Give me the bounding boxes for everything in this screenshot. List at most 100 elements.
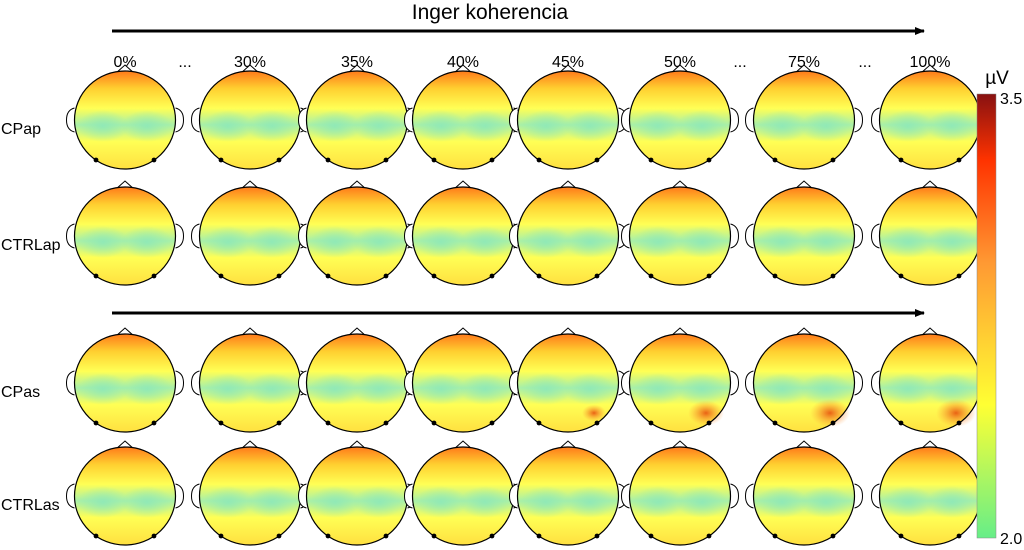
left-cool-region [632,226,684,258]
right-cool-region [246,226,298,258]
colorbar-unit: µV [985,68,1009,89]
right-cool-region [121,373,173,405]
scalp-map [744,64,864,170]
left-cool-region [309,373,361,405]
right-ear [730,223,740,249]
left-ear [620,370,630,396]
scalp-map [508,440,628,546]
electrode-right [276,533,282,539]
right-ear [854,223,864,249]
left-cool-region [309,486,361,518]
electrode-left [772,273,778,279]
left-ear [297,107,307,133]
figure-title: Inger koherencia [412,1,569,24]
left-cool-region [520,226,572,258]
left-cool-region [202,486,254,518]
left-ear [744,483,754,509]
electrode-right [594,533,600,539]
scalp-map [297,327,417,433]
head-outline [516,446,620,546]
left-cool-region [77,373,129,405]
right-cool-region [926,110,978,142]
right-cool-region [459,486,511,518]
electrode-right [830,157,836,163]
electrode-right [956,533,962,539]
left-cool-region [415,486,467,518]
right-cool-region [121,486,173,518]
scalp-map [744,327,864,433]
right-ear [730,107,740,133]
electrode-right [489,157,495,163]
left-ear [403,483,413,509]
column-label: 30% [234,54,266,71]
right-cool-region [926,486,978,518]
electrode-right [383,420,389,426]
electrode-left [898,273,904,279]
electrode-right [830,533,836,539]
left-ear [297,483,307,509]
electrode-right [151,273,157,279]
electrode-right [276,420,282,426]
scalp-map [620,440,740,546]
right-ear [854,107,864,133]
left-ear [508,483,518,509]
right-ear [175,370,185,396]
left-ear [190,370,200,396]
scalp-map [403,180,523,286]
scalp-map [65,180,185,286]
electrode-left [536,273,542,279]
colorbar [976,93,997,539]
left-ear [65,483,75,509]
scalp-map [744,180,864,286]
left-ear [190,223,200,249]
electrode-right [594,420,600,426]
right-cool-region [800,226,852,258]
electrode-left [431,533,437,539]
right-ear [730,483,740,509]
left-cool-region [415,373,467,405]
scalp-map [508,180,628,286]
electrode-left [325,273,331,279]
left-ear [65,370,75,396]
electrode-right [594,157,600,163]
left-cool-region [520,373,572,405]
scalp-map [870,440,990,546]
left-cool-region [309,226,361,258]
scalp-map [508,64,628,170]
head-outline [73,70,177,170]
right-cool-region [353,226,405,258]
electrode-right [151,157,157,163]
head-outline [628,333,732,433]
electrode-left [218,533,224,539]
left-ear [297,370,307,396]
right-cool-region [676,373,728,405]
scalp-map [65,64,185,170]
electrode-left [536,533,542,539]
left-cool-region [520,110,572,142]
left-cool-region [756,226,808,258]
head-outline [516,333,620,433]
colorbar-min-label: 2.0 [1000,531,1022,548]
scalp-map [620,180,740,286]
electrode-left [648,533,654,539]
left-ear [620,483,630,509]
scalp-map [65,440,185,546]
head-outline [628,70,732,170]
left-ear [508,223,518,249]
column-label: 35% [341,54,373,71]
row-label: CTRLas [1,497,60,514]
scalp-map [870,180,990,286]
scalp-map [190,64,310,170]
electrode-right [956,273,962,279]
electrode-right [151,420,157,426]
right-cool-region [800,373,852,405]
head-outline [752,70,856,170]
scalp-map [508,327,628,433]
electrode-right [383,533,389,539]
left-cool-region [882,373,934,405]
left-cool-region [77,110,129,142]
left-ear [508,107,518,133]
left-cool-region [756,110,808,142]
right-ear [175,483,185,509]
hot-spot [688,400,724,426]
